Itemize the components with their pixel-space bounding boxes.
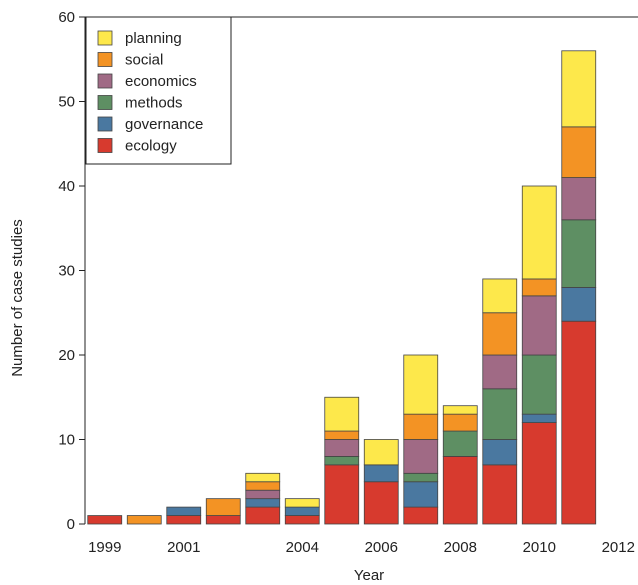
bar-segment-economics <box>324 439 360 457</box>
bar-segment-governance <box>363 464 399 483</box>
bar-segment-planning <box>521 185 557 280</box>
bar-segment-methods <box>482 388 518 440</box>
legend-label-social: social <box>125 52 163 69</box>
bar-segment-social <box>324 430 360 440</box>
bar-segment-methods <box>403 472 439 483</box>
bar-segment-economics <box>245 489 281 500</box>
y-axis: 0 10 20 30 40 50 60 <box>58 9 85 533</box>
bar-segment-governance <box>482 439 518 466</box>
x-tick-label: 2004 <box>286 539 319 556</box>
x-tick-label: 2010 <box>523 539 556 556</box>
bar-segment-ecology <box>363 481 399 525</box>
bar-segment-governance <box>521 413 557 423</box>
bar-segment-ecology <box>87 515 123 525</box>
bar-segment-planning <box>324 396 360 432</box>
x-axis-title: Year <box>354 567 384 584</box>
legend-label-methods: methods <box>125 95 183 112</box>
legend-swatch-planning <box>97 30 113 46</box>
bar-segment-planning <box>363 439 399 466</box>
bar-segment-social <box>561 126 597 178</box>
y-tick-label: 30 <box>58 263 75 280</box>
bar-segment-ecology <box>205 515 241 525</box>
bar-segment-economics <box>403 439 439 474</box>
bar-segment-governance <box>166 506 202 516</box>
bar-segment-methods <box>442 430 478 457</box>
legend-label-planning: planning <box>125 30 182 47</box>
bar-segment-governance <box>245 498 281 508</box>
legend: planning social economics methods governance… <box>85 16 232 165</box>
bar-segment-social <box>403 413 439 440</box>
bar-segment-methods <box>561 219 597 288</box>
x-tick-label: 2012 <box>602 539 635 556</box>
bar-segment-economics <box>561 177 597 221</box>
bar-segment-social <box>205 498 241 516</box>
bar-segment-planning <box>442 405 478 415</box>
bar-segment-planning <box>245 472 281 483</box>
legend-swatch-ecology <box>97 138 113 153</box>
bar-segment-social <box>521 278 557 297</box>
legend-swatch-governance <box>97 116 113 132</box>
y-tick-label: 10 <box>58 432 75 449</box>
x-axis: 1999 2001 2004 2006 2008 2010 2012 <box>88 539 635 556</box>
bar-segment-ecology <box>166 515 202 525</box>
bar-segment-planning <box>482 278 518 314</box>
y-axis-title: Number of case studies <box>9 219 26 377</box>
y-tick-label: 50 <box>58 94 75 111</box>
bar-segment-social <box>442 413 478 432</box>
bars <box>87 50 597 525</box>
bar-segment-methods <box>324 455 360 466</box>
bar-segment-ecology <box>245 506 281 525</box>
bar-segment-social <box>482 312 518 356</box>
bar-segment-methods <box>521 354 557 415</box>
y-tick-label: 40 <box>58 178 75 195</box>
bar-segment-planning <box>403 354 439 415</box>
bar-segment-governance <box>284 506 320 516</box>
bar-segment-economics <box>482 354 518 390</box>
bar-segment-governance <box>403 481 439 508</box>
x-tick-label: 1999 <box>88 539 121 556</box>
legend-swatch-economics <box>97 73 113 89</box>
legend-swatch-methods <box>97 95 113 110</box>
bar-segment-ecology <box>561 320 597 525</box>
x-tick-label: 2001 <box>167 539 200 556</box>
bar-segment-governance <box>561 286 597 322</box>
x-tick-label: 2008 <box>444 539 477 556</box>
bar-segment-ecology <box>521 422 557 525</box>
bar-segment-social <box>126 515 162 525</box>
bar-segment-ecology <box>324 464 360 525</box>
x-tick-label: 2006 <box>365 539 398 556</box>
y-tick-label: 0 <box>67 516 75 533</box>
legend-label-governance: governance <box>125 116 203 133</box>
legend-swatch-social <box>97 52 113 67</box>
bar-segment-social <box>245 481 281 491</box>
y-tick-label: 60 <box>58 9 75 26</box>
bar-segment-ecology <box>284 515 320 525</box>
bar-segment-ecology <box>403 506 439 525</box>
bar-segment-planning <box>284 498 320 508</box>
bar-segment-economics <box>521 295 557 356</box>
bar-segment-ecology <box>442 455 478 525</box>
legend-label-economics: economics <box>125 73 197 90</box>
bar-segment-ecology <box>482 464 518 525</box>
legend-label-ecology: ecology <box>125 138 177 155</box>
y-tick-label: 20 <box>58 347 75 364</box>
bar-segment-planning <box>561 50 597 128</box>
